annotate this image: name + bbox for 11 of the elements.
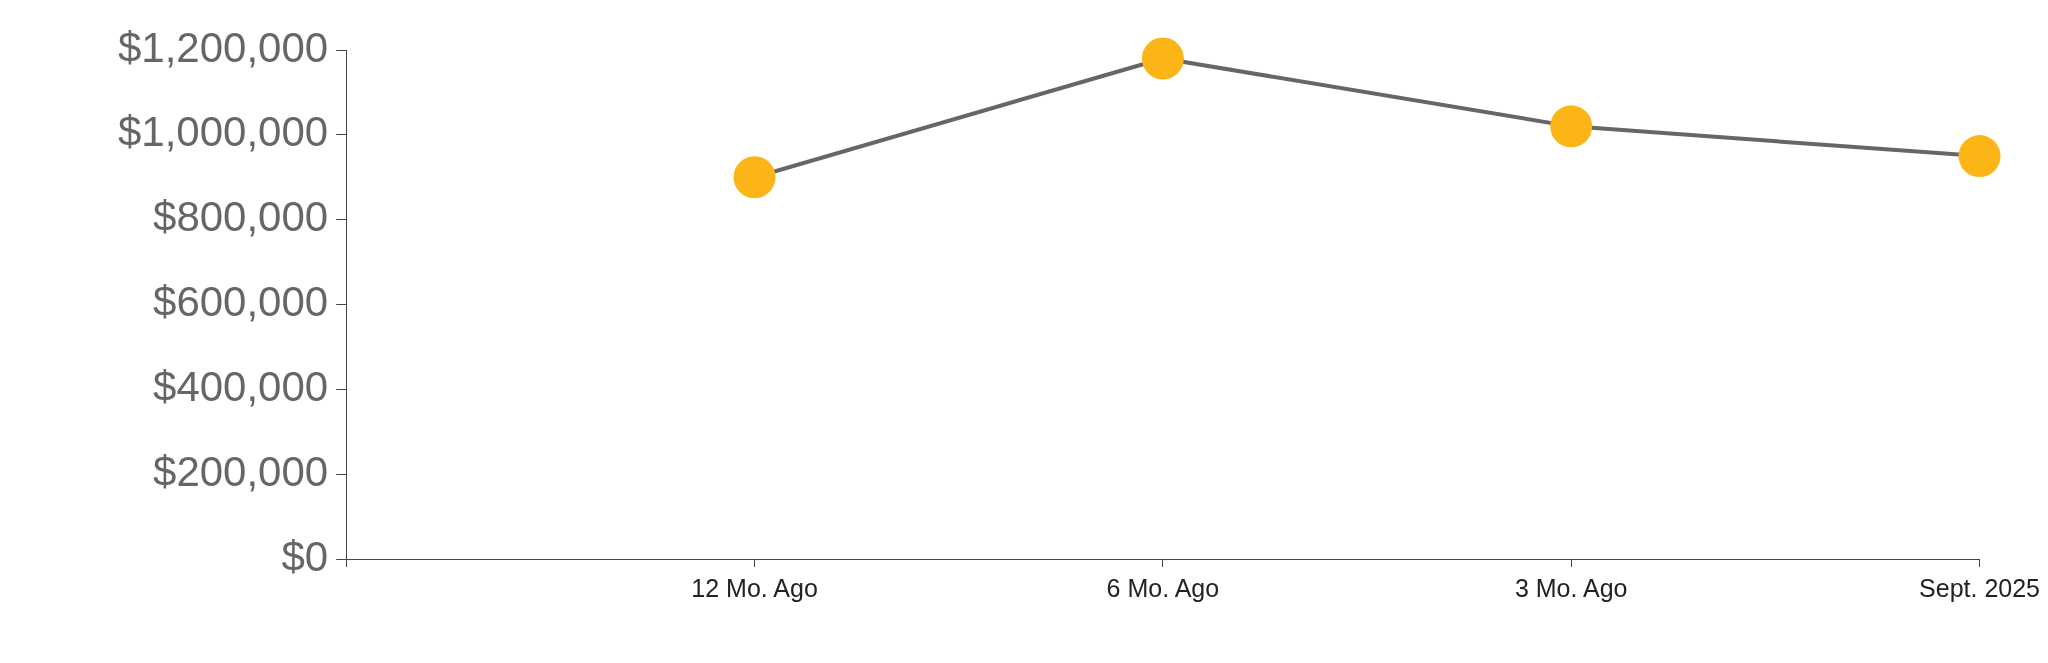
x-tick-label: 6 Mo. Ago: [1106, 573, 1220, 602]
x-tick-label: 12 Mo. Ago: [691, 573, 818, 602]
y-tick-label: $600,000: [153, 278, 329, 326]
x-tick-label: Sept. 2025: [1919, 573, 2040, 602]
y-tick-label: $400,000: [153, 362, 329, 410]
y-tick-label: $800,000: [153, 193, 329, 241]
y-tick-label: $0: [281, 532, 329, 580]
y-tick-label: $1,000,000: [117, 108, 329, 156]
x-tick-label: 3 Mo. Ago: [1514, 573, 1628, 602]
y-tick-label: $200,000: [153, 447, 329, 495]
y-tick-label: $1,200,000: [117, 23, 329, 71]
